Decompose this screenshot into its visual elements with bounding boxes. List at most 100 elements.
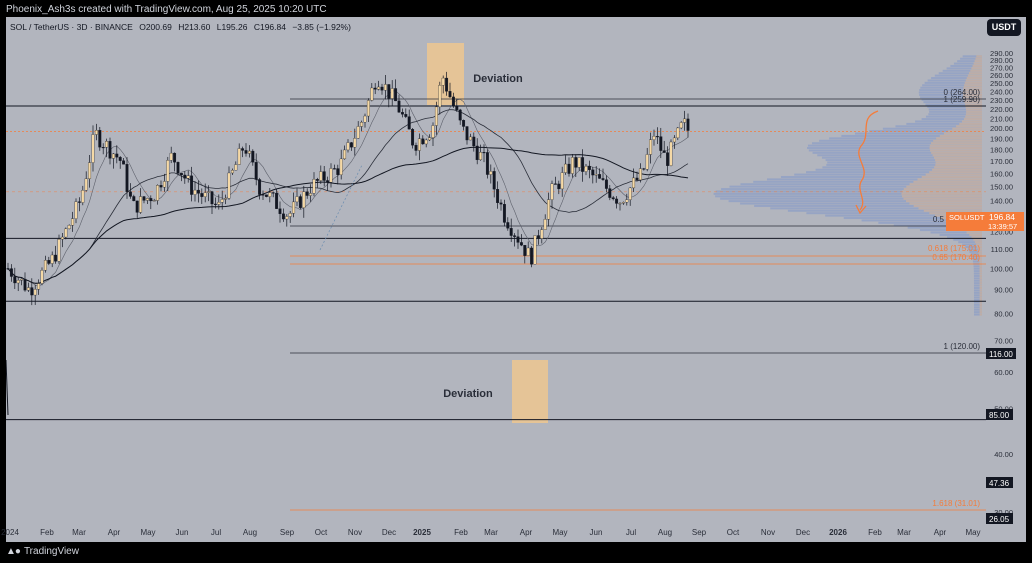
- candle-down: [604, 179, 608, 189]
- volume-profile-bar: [794, 173, 982, 176]
- candle-down: [298, 196, 302, 208]
- candle-down: [108, 141, 112, 159]
- candle-up: [145, 198, 149, 201]
- volume-profile-bar-up: [964, 101, 982, 104]
- volume-profile-bar: [962, 243, 982, 246]
- x-tick-label: Apr: [934, 528, 947, 537]
- candle-down: [635, 177, 639, 181]
- candle-up: [230, 170, 234, 174]
- volume-profile-bar-up: [979, 306, 982, 309]
- candle-down: [332, 168, 336, 170]
- x-tick-label: Dec: [796, 528, 810, 537]
- volume-profile-bar: [907, 226, 982, 229]
- candle-down: [513, 235, 517, 237]
- volume-profile-bar: [808, 149, 982, 152]
- volume-profile-bar-up: [979, 287, 982, 290]
- volume-profile-bar-up: [967, 74, 982, 77]
- candle-up: [479, 152, 483, 161]
- volume-profile-bar-up: [971, 67, 982, 70]
- y-tick-label: 140.00: [990, 196, 1013, 205]
- x-tick-label: 2025: [413, 528, 431, 537]
- volume-profile-bar-up: [909, 183, 982, 186]
- fib-label-1-top: 1 (259.90): [944, 95, 981, 104]
- volume-profile-bar: [854, 132, 982, 135]
- volume-profile: [713, 55, 982, 316]
- volume-profile-bar-up: [918, 207, 982, 210]
- x-tick-label: 2024: [1, 528, 19, 537]
- candle-down: [305, 191, 309, 196]
- volume-profile-bar: [973, 289, 982, 292]
- x-tick-label: Nov: [348, 528, 362, 537]
- time-axis[interactable]: [6, 522, 1026, 542]
- candle-down: [516, 236, 520, 243]
- volume-profile-bar-up: [929, 147, 982, 150]
- ma-short: [7, 90, 689, 287]
- level-47-label: 47.36: [989, 479, 1010, 488]
- candle-up: [353, 138, 357, 148]
- chart-area[interactable]: [6, 17, 986, 522]
- volume-profile-bar-up: [979, 296, 982, 299]
- candle-down: [196, 189, 200, 194]
- x-tick-label: Feb: [40, 528, 54, 537]
- volume-profile-bar-up: [964, 84, 982, 87]
- y-tick-label: 210.00: [990, 114, 1013, 123]
- candle-down: [54, 254, 58, 262]
- chart-text: Deviation Deviation 0 (264.00) 1 (259.90…: [443, 73, 980, 508]
- volume-profile-bar: [973, 301, 982, 304]
- candle-up: [329, 168, 333, 183]
- candle-down: [30, 287, 34, 296]
- ma-long: [7, 146, 689, 284]
- candle-up: [441, 77, 445, 86]
- candle-up: [288, 213, 292, 217]
- candle-up: [319, 171, 323, 181]
- volume-profile-bar-up: [934, 166, 982, 169]
- countdown-label: 13:39:57: [988, 222, 1017, 231]
- candle-down: [115, 153, 119, 158]
- currency-button[interactable]: USDT: [987, 19, 1021, 36]
- volume-profile-bar: [921, 118, 982, 121]
- volume-profile-bar: [766, 178, 982, 181]
- candle-down: [485, 152, 489, 175]
- volume-profile-bar-up: [963, 98, 982, 101]
- candle-down: [574, 157, 578, 168]
- candle-up: [618, 203, 622, 205]
- volume-profile-bar-up: [979, 279, 982, 282]
- candle-down: [686, 118, 690, 131]
- price-axis[interactable]: [986, 17, 1026, 522]
- fib-label-1-618: 1.618 (31.01): [932, 499, 980, 508]
- volume-profile-bar-up: [970, 69, 982, 72]
- candle-down: [173, 152, 177, 163]
- volume-profile-bar: [922, 84, 982, 87]
- x-tick-label: Feb: [454, 528, 468, 537]
- volume-profile-bar: [787, 209, 982, 212]
- x-tick-label: Mar: [72, 528, 86, 537]
- candle-down: [615, 198, 619, 204]
- candle-down: [142, 196, 146, 201]
- volume-profile-bar: [729, 185, 982, 188]
- candle-up: [295, 196, 299, 203]
- y-tick-label: 220.00: [990, 105, 1013, 114]
- volume-profile-bar-up: [903, 197, 982, 200]
- volume-profile-bar: [906, 122, 982, 125]
- level-47-tag: [986, 477, 1013, 488]
- candle-up: [166, 160, 170, 182]
- candle-up: [224, 198, 228, 200]
- fib-label-0-5: 0.5: [933, 215, 945, 224]
- volume-profile-bar: [713, 192, 982, 195]
- volume-profile-bar: [861, 219, 982, 222]
- candle-down: [451, 96, 455, 106]
- ma-medium: [7, 109, 689, 284]
- candle-down: [149, 198, 153, 202]
- candle-up: [111, 153, 115, 159]
- volume-profile-bar: [921, 98, 982, 101]
- volume-profile-bar-up: [965, 113, 982, 116]
- volume-profile-bar: [946, 67, 982, 70]
- candle-up: [377, 86, 381, 90]
- volume-profile-bar: [819, 139, 982, 142]
- volume-profile-bar: [939, 233, 982, 236]
- candle-down: [315, 179, 319, 181]
- volume-profile-bar: [947, 236, 982, 239]
- candle-down: [666, 152, 670, 166]
- volume-profile-bar: [882, 127, 982, 130]
